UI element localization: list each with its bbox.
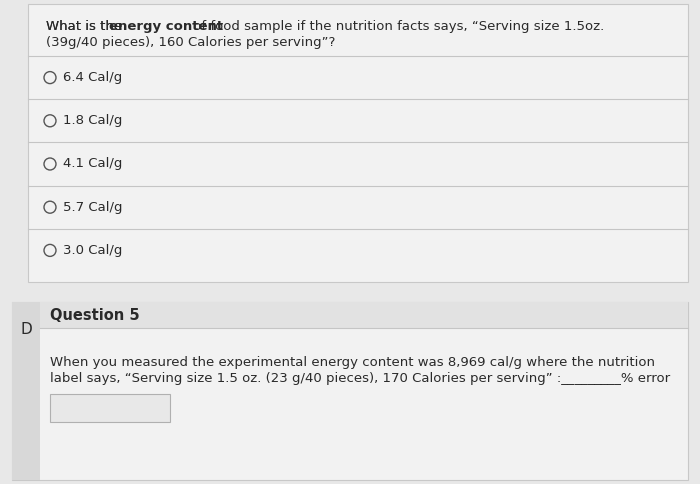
Text: (39g/40 pieces), 160 Calories per serving”?: (39g/40 pieces), 160 Calories per servin… [46,36,335,49]
Text: When you measured the experimental energy content was 8,969 cal/g where the nutr: When you measured the experimental energ… [50,356,655,369]
Text: 1.8 Cal/g: 1.8 Cal/g [63,114,122,127]
Text: What is the: What is the [46,20,127,33]
FancyBboxPatch shape [12,302,40,480]
Text: energy content: energy content [109,20,223,33]
Text: 3.0 Cal/g: 3.0 Cal/g [63,244,122,257]
Text: label says, “Serving size 1.5 oz. (23 g/40 pieces), 170 Calories per serving” :_: label says, “Serving size 1.5 oz. (23 g/… [50,372,670,385]
Text: What is the: What is the [46,20,127,33]
FancyBboxPatch shape [12,302,688,480]
Text: 6.4 Cal/g: 6.4 Cal/g [63,71,122,84]
FancyBboxPatch shape [40,302,688,328]
Text: 5.7 Cal/g: 5.7 Cal/g [63,201,122,214]
FancyBboxPatch shape [50,394,170,422]
Text: of food sample if the nutrition facts says, “Serving size 1.5oz.: of food sample if the nutrition facts sa… [189,20,604,33]
FancyBboxPatch shape [28,4,688,282]
Text: D: D [20,322,32,337]
Text: Question 5: Question 5 [50,307,139,322]
Text: 4.1 Cal/g: 4.1 Cal/g [63,157,122,170]
